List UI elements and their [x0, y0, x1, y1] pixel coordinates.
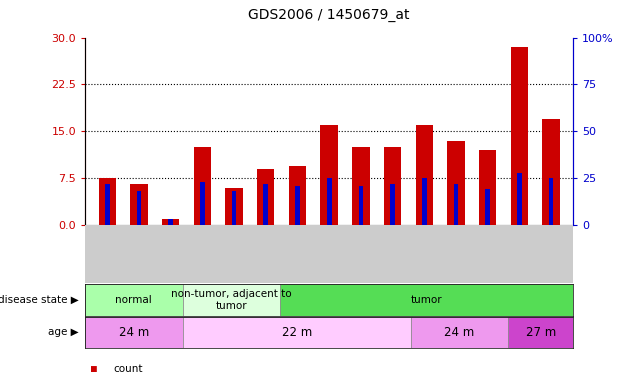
Bar — [295, 186, 300, 225]
Text: tumor: tumor — [411, 295, 443, 305]
Text: count: count — [113, 364, 143, 374]
Text: 24 m: 24 m — [444, 326, 474, 339]
Bar — [168, 219, 173, 225]
Bar — [422, 178, 427, 225]
Bar — [183, 316, 411, 348]
Bar — [327, 178, 331, 225]
Bar — [226, 188, 243, 225]
Bar — [321, 125, 338, 225]
Text: GDS2006 / 1450679_at: GDS2006 / 1450679_at — [248, 9, 410, 22]
Bar — [511, 47, 528, 225]
Bar — [257, 169, 275, 225]
Bar — [280, 284, 573, 316]
Bar — [193, 147, 211, 225]
Bar — [485, 189, 490, 225]
Text: ■: ■ — [91, 364, 97, 374]
Bar — [549, 178, 554, 225]
Text: non-tumor, adjacent to
tumor: non-tumor, adjacent to tumor — [171, 289, 292, 310]
Bar — [98, 178, 116, 225]
Bar — [358, 186, 364, 225]
Bar — [508, 316, 573, 348]
Bar — [200, 182, 205, 225]
Bar — [447, 141, 465, 225]
Bar — [85, 284, 183, 316]
Bar — [85, 316, 183, 348]
Bar — [162, 219, 180, 225]
Text: disease state ▶: disease state ▶ — [0, 295, 79, 305]
Text: age ▶: age ▶ — [48, 327, 79, 338]
Bar — [137, 191, 141, 225]
Bar — [517, 172, 522, 225]
Text: 24 m: 24 m — [118, 326, 149, 339]
Bar — [384, 147, 401, 225]
Bar — [416, 125, 433, 225]
Bar — [454, 184, 459, 225]
Text: normal: normal — [115, 295, 152, 305]
Bar — [289, 166, 306, 225]
Bar — [411, 316, 508, 348]
Text: 27 m: 27 m — [525, 326, 556, 339]
Bar — [130, 184, 147, 225]
Bar — [232, 191, 236, 225]
Bar — [105, 184, 110, 225]
Bar — [542, 119, 560, 225]
Bar — [352, 147, 370, 225]
Bar — [479, 150, 496, 225]
Bar — [263, 184, 268, 225]
Text: 22 m: 22 m — [282, 326, 312, 339]
Bar — [390, 184, 395, 225]
Bar — [183, 284, 280, 316]
